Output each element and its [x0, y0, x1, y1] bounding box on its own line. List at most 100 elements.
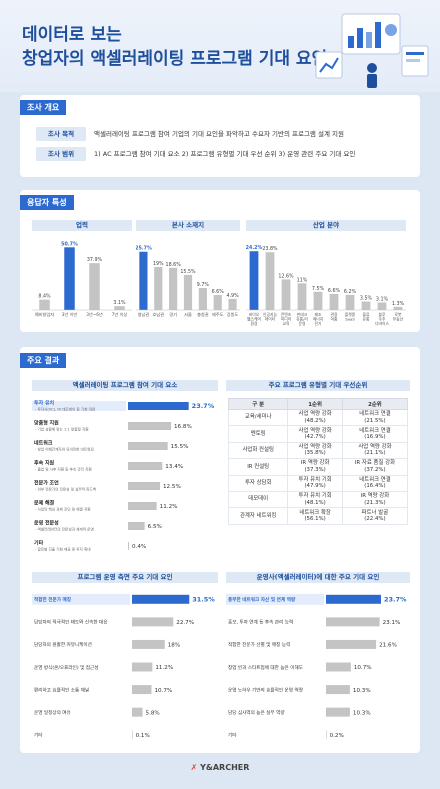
- category-label: 운영 전문성: [34, 520, 59, 527]
- bar: [132, 662, 153, 672]
- table-cell: 네트워크 연결 (21.5%): [341, 408, 409, 427]
- category-label: 맞춤형 지원: [34, 420, 59, 427]
- tick-label: 데이터: [265, 316, 276, 321]
- operation-bar-chart: 31.5% 적합한 전문가 매칭 22.7% 담당자의 적극적인 태도와 신속한 대응…: [32, 593, 215, 740]
- category-label: 기타: [34, 540, 44, 547]
- tick-label: 호남권: [153, 311, 165, 317]
- category-label: 네트워크: [34, 440, 53, 447]
- table-cell: IR 자료 품질 강화 (37.2%): [341, 458, 409, 476]
- bar: [128, 422, 172, 430]
- data-label: 11.2%: [160, 504, 178, 510]
- scope-label: 조사 범위: [36, 147, 86, 161]
- bar: [154, 266, 163, 310]
- table-row-label: 멘토링: [227, 425, 289, 443]
- tick-label: 예비창업자: [35, 311, 54, 318]
- bar: [128, 482, 160, 490]
- tick-label: 디바이스: [375, 321, 389, 326]
- chart-title-career: 업력: [32, 220, 132, 231]
- bar: [89, 263, 100, 310]
- bar: [114, 306, 125, 310]
- brand-name: Y&ARCHER: [200, 763, 250, 772]
- data-label: 18.6%: [166, 262, 182, 268]
- data-label: 19%: [153, 261, 164, 267]
- data-label: 0.1%: [136, 733, 150, 739]
- category-label: 기타: [228, 732, 237, 739]
- tick-label: 바이오: [249, 312, 260, 317]
- table-cell: 사업 역량 강화 (21.1%): [341, 441, 409, 460]
- career-bar-chart: 8.4% 예비창업자 50.7% 3년 이만 37.9% 3년~6년 3.1% 7년 이상: [32, 241, 132, 318]
- data-label: 1.3%: [392, 301, 405, 307]
- table-cell: 사업 역량 강화 (42.7%): [287, 425, 343, 443]
- data-label: 5.8%: [146, 710, 160, 716]
- bar: [326, 685, 350, 695]
- tick-label: 7년 이상: [112, 311, 128, 318]
- tick-label: 로봇: [395, 312, 402, 317]
- tick-label: 플랫폼: [345, 312, 356, 317]
- category-subtitle: - 외부 전문가의 전문성 및 실무적 피드백: [35, 487, 96, 492]
- data-label: 9.7%: [197, 282, 210, 288]
- data-label: 6.2%: [344, 289, 357, 295]
- data-label: 12.5%: [163, 484, 181, 490]
- tick-label: 물류: [363, 312, 370, 317]
- data-label: 12.6%: [278, 273, 294, 279]
- overview-section-title: 조사 개요: [20, 100, 67, 115]
- table-header-cell: 구 분: [227, 398, 289, 410]
- tick-label: 환경: [251, 321, 258, 326]
- data-label: 18%: [168, 643, 180, 649]
- bar: [64, 247, 75, 310]
- data-label: 23.8%: [262, 246, 278, 252]
- bar: [198, 288, 207, 310]
- data-label: 10.7%: [154, 688, 172, 694]
- data-label: 6.6%: [328, 288, 341, 294]
- brand-mark-icon: ✗: [190, 763, 198, 772]
- category-label: 홍보, 투자 연계 등 후속 관리 능력: [228, 619, 293, 626]
- data-label: 10.3%: [353, 710, 371, 716]
- category-subtitle: - 글로벌 진출 기회 제공 및 투자 확대: [35, 547, 91, 552]
- scope-text: 1) AC 프로그램 참여 기대 요소 2) 프로그램 유형별 기대 우선 순위…: [94, 150, 356, 158]
- bar: [361, 301, 371, 310]
- page-title-line2: 창업자의 액셀러레이팅 프로그램 기대 요인: [22, 49, 328, 69]
- table-cell: 사업 역량 강화 (35.8%): [287, 441, 343, 460]
- bar: [128, 542, 130, 550]
- table-cell: 투자 유치 기회 (47.9%): [287, 474, 343, 492]
- table-header-cell: 1순위: [287, 398, 343, 410]
- data-label: 11.2%: [155, 665, 173, 671]
- data-label: 25.7%: [136, 246, 152, 252]
- data-label: 10.7%: [354, 665, 372, 671]
- table-header-cell: 2순위: [341, 398, 409, 410]
- data-label: 6.5%: [148, 524, 162, 530]
- data-label: 13.4%: [165, 464, 183, 470]
- respondents-section-title: 응답자 특성: [20, 195, 74, 210]
- category-label: 투자 유치: [34, 400, 55, 407]
- chart-title-operation: 프로그램 운영 측면 주요 기대 요인: [32, 572, 218, 583]
- tick-label: 강원도: [227, 311, 239, 317]
- category-label: 풍부한 네트워크 자산 및 연계 역량: [228, 596, 296, 603]
- category-label: 전문가 조언: [34, 480, 59, 487]
- data-label: 10.3%: [353, 688, 371, 694]
- bar: [345, 294, 355, 310]
- footer-logo: ✗ Y&ARCHER: [0, 763, 440, 772]
- bar: [132, 685, 152, 695]
- bar: [297, 283, 307, 310]
- table-cell: 네트워크 확장 (56.1%): [287, 507, 343, 525]
- bar: [249, 251, 259, 310]
- page-title-line1: 데이터로 보는: [22, 25, 122, 45]
- tick-label: 교육: [283, 321, 290, 326]
- data-label: 15.5%: [171, 444, 189, 450]
- category-label: 문제 해결: [34, 500, 55, 507]
- bar: [128, 502, 157, 510]
- bar: [393, 306, 403, 310]
- bar: [326, 617, 380, 627]
- bar: [128, 522, 145, 530]
- tick-label: 콘텐츠: [281, 312, 292, 317]
- tick-label: 운영: [299, 321, 306, 326]
- data-label: 0.4%: [132, 544, 146, 550]
- tick-label: 핀테크: [297, 312, 308, 317]
- data-label: 23.7%: [192, 402, 215, 410]
- bar: [313, 291, 323, 310]
- category-subtitle: - 투자사(VC), IR 데모데이 등 기회 마련: [35, 407, 95, 412]
- tick-label: 블루: [379, 312, 386, 317]
- bar: [213, 295, 222, 310]
- table-row-label: 투자 상담회: [227, 474, 289, 492]
